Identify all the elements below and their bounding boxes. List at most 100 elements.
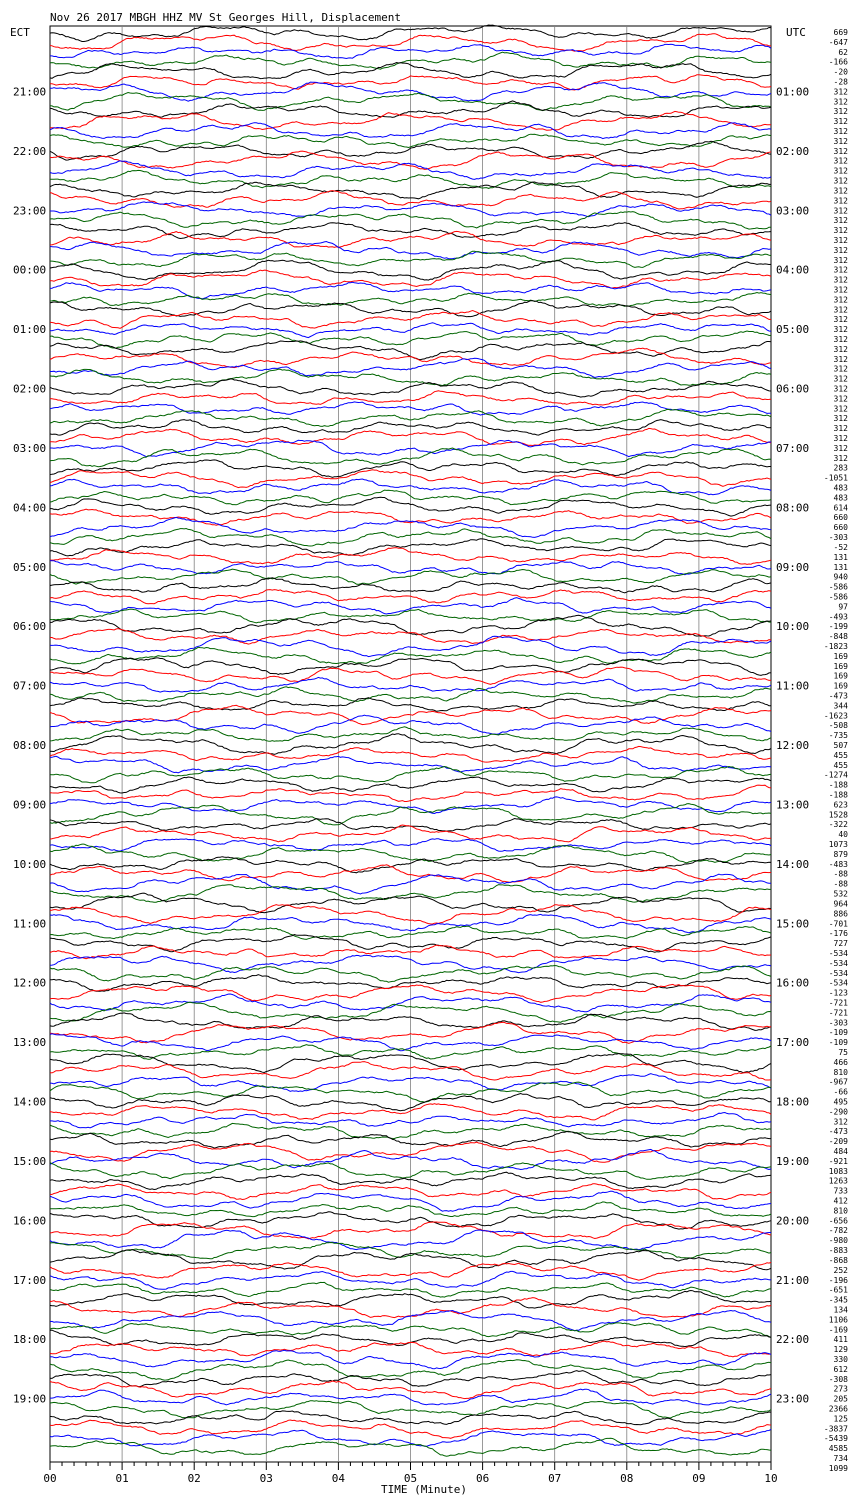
trace-value-label: -196 [829, 1276, 848, 1285]
seismic-trace [49, 1289, 772, 1309]
trace-value-label: 312 [834, 375, 849, 384]
trace-value-label: -28 [834, 78, 849, 87]
seismic-traces [49, 24, 772, 1457]
right-hour-label: 08:00 [776, 501, 809, 514]
trace-value-label: 312 [834, 186, 849, 195]
seismic-trace [49, 133, 772, 149]
seismic-trace [49, 704, 772, 726]
seismic-trace [49, 892, 772, 914]
seismic-trace [49, 469, 772, 489]
seismic-trace [49, 51, 772, 70]
seismic-trace [50, 547, 772, 565]
seismic-trace [49, 322, 772, 339]
seismic-trace [49, 1162, 772, 1180]
trace-value-label: 312 [834, 295, 849, 304]
left-hour-label: 22:00 [13, 145, 46, 158]
trace-value-label: -1051 [824, 474, 848, 483]
trace-value-label: 312 [834, 137, 849, 146]
trace-value-label: 169 [834, 652, 849, 661]
trace-value-label: 312 [834, 97, 849, 106]
seismic-trace [49, 824, 772, 843]
seismic-trace [49, 516, 772, 538]
seismic-trace [49, 291, 772, 307]
seismic-trace [49, 240, 772, 260]
seismic-trace [49, 1021, 772, 1044]
seismic-trace [49, 281, 772, 300]
trace-value-label: -721 [829, 1008, 848, 1017]
trace-value-label: 312 [834, 236, 849, 245]
trace-value-label: 312 [834, 315, 849, 324]
left-hour-label: 05:00 [13, 561, 46, 574]
left-hour-label: 14:00 [13, 1096, 46, 1109]
trace-value-label: 312 [834, 1117, 849, 1126]
seismic-trace [49, 1044, 772, 1060]
right-hour-label: 13:00 [776, 798, 809, 811]
trace-value-label: 312 [834, 325, 849, 334]
right-hour-label: 21:00 [776, 1274, 809, 1287]
trace-value-label: 312 [834, 394, 849, 403]
trace-value-label: 330 [834, 1355, 849, 1364]
trace-value-label: 312 [834, 196, 849, 205]
seismic-trace [49, 1322, 772, 1338]
seismic-trace [49, 993, 772, 1013]
trace-value-label: -493 [829, 612, 848, 621]
seismic-trace [49, 1073, 772, 1093]
right-hour-label: 23:00 [776, 1393, 809, 1406]
seismic-trace [49, 954, 772, 974]
trace-value-label: -345 [829, 1296, 848, 1305]
right-hour-label: 07:00 [776, 442, 809, 455]
left-hour-label: 04:00 [13, 501, 46, 514]
trace-value-label: 252 [834, 1266, 849, 1275]
trace-value-label: 169 [834, 662, 849, 671]
trace-value-label: 964 [834, 899, 849, 908]
right-hour-label: 01:00 [776, 85, 809, 98]
right-timezone-label: UTC [786, 26, 806, 39]
seismic-trace [50, 1388, 772, 1406]
trace-value-label: -199 [829, 622, 848, 631]
seismic-trace [49, 568, 772, 585]
trace-value-label: -473 [829, 691, 848, 700]
seismic-trace [49, 259, 772, 281]
seismic-trace [49, 1410, 772, 1426]
seismic-trace [49, 1428, 772, 1447]
seismic-trace [49, 1130, 771, 1149]
trace-value-label: 412 [834, 1197, 849, 1206]
trace-value-label: -508 [829, 721, 848, 730]
trace-value-label: 810 [834, 1206, 849, 1215]
seismic-trace [49, 427, 772, 447]
seismic-trace [49, 478, 772, 496]
seismic-trace [49, 1190, 772, 1212]
trace-value-label: 612 [834, 1365, 849, 1374]
trace-value-label: 312 [834, 147, 849, 156]
trace-value-label: 312 [834, 127, 849, 136]
left-hour-label: 19:00 [13, 1393, 46, 1406]
left-hour-label: 18:00 [13, 1333, 46, 1346]
seismic-trace [49, 589, 772, 605]
seismic-trace [49, 24, 772, 42]
trace-value-label: 312 [834, 345, 849, 354]
seismic-trace [49, 1201, 772, 1218]
right-hour-label: 04:00 [776, 264, 809, 277]
trace-value-label: 810 [834, 1068, 849, 1077]
trace-value-label: -473 [829, 1127, 848, 1136]
right-hour-label: 09:00 [776, 561, 809, 574]
right-hour-label: 22:00 [776, 1333, 809, 1346]
trace-value-label: -3837 [824, 1424, 848, 1433]
seismic-trace [49, 726, 772, 742]
trace-value-label: 455 [834, 751, 849, 760]
right-hour-label: 14:00 [776, 858, 809, 871]
left-hour-label: 11:00 [13, 917, 46, 930]
trace-value-label: 273 [834, 1385, 849, 1394]
trace-value-label: 312 [834, 266, 849, 275]
left-hour-label: 00:00 [13, 264, 46, 277]
seismic-trace [49, 140, 772, 161]
trace-value-label: -123 [829, 989, 848, 998]
seismic-trace [50, 357, 772, 379]
seismic-trace [49, 597, 772, 615]
trace-value-label: 614 [834, 503, 849, 512]
trace-value-label: -651 [829, 1286, 848, 1295]
seismic-trace [49, 1171, 772, 1191]
seismic-trace [49, 378, 772, 398]
trace-value-label: -322 [829, 820, 848, 829]
right-hour-label: 17:00 [776, 1036, 809, 1049]
